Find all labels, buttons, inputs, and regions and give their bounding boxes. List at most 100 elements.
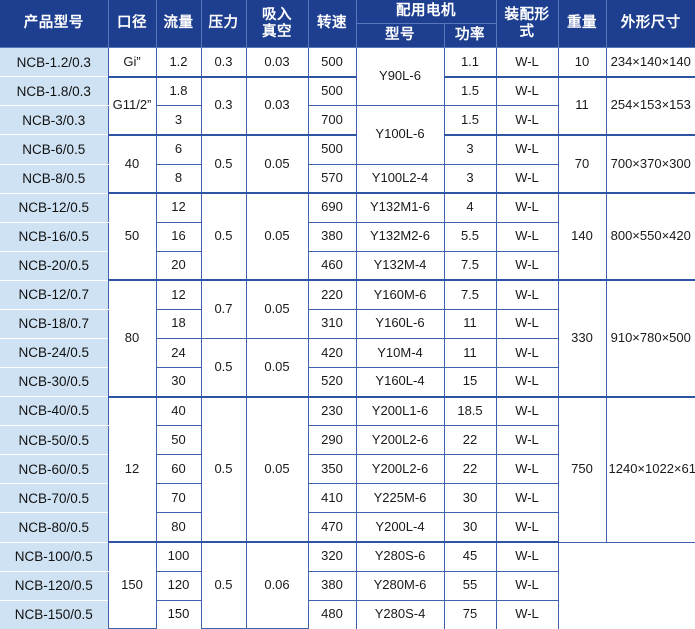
cell-assembly-type: W-L	[495, 367, 559, 398]
cell-pressure: 0.3	[200, 47, 247, 78]
cell-product-model: NCB-1.2/0.3	[0, 47, 109, 78]
cell-weight: 10	[557, 47, 607, 78]
cell-motor-power: 30	[443, 483, 497, 514]
cell-assembly-type: W-L	[495, 541, 559, 572]
cell-motor-power: 22	[443, 425, 497, 456]
cell-flow: 12	[155, 192, 202, 223]
column-header-weight: 重量	[557, 0, 607, 49]
cell-product-model: NCB-60/0.5	[0, 454, 109, 485]
cell-motor-model: Y100L-6	[355, 105, 445, 165]
column-header-flow: 流量	[155, 0, 202, 49]
cell-product-model: NCB-3/0.3	[0, 105, 109, 136]
cell-speed: 310	[307, 308, 357, 340]
cell-weight: 140	[557, 192, 607, 281]
cell-assembly-type: W-L	[495, 454, 559, 485]
table-row: NCB-50/0.5 50 290 Y200L2-6 22 W-L	[0, 425, 695, 456]
cell-motor-model: Y200L1-6	[355, 395, 445, 427]
cell-flow: 1.8	[155, 75, 202, 107]
cell-flow: 120	[155, 570, 202, 601]
table-row: NCB-20/0.5 20 460 Y132M-4 7.5 W-L	[0, 250, 695, 281]
cell-flow: 100	[155, 541, 202, 572]
cell-speed: 500	[307, 133, 357, 165]
cell-assembly-type: W-L	[495, 250, 559, 281]
cell-pressure: 0.5	[200, 192, 247, 281]
cell-assembly-type: W-L	[495, 337, 559, 369]
table-row: NCB-30/0.5 30 520 Y160L-4 15 W-L	[0, 367, 695, 398]
cell-vacuum: 0.05	[245, 133, 309, 194]
cell-motor-power: 3	[443, 163, 497, 194]
cell-bore: 80	[107, 279, 157, 398]
cell-motor-model: Y160L-4	[355, 367, 445, 398]
cell-assembly-type: W-L	[495, 483, 559, 514]
column-header-assembly: 装配形式	[495, 0, 559, 49]
header-row-primary: 产品型号 口径 流量 压力 吸入 真空 转速 配用电机 装配形式 重量 外形尺寸	[0, 0, 695, 49]
cell-vacuum: 0.03	[245, 75, 309, 136]
table-row: NCB-8/0.5 8 570 Y100L2-4 3 W-L	[0, 163, 695, 194]
cell-assembly-type: W-L	[495, 570, 559, 601]
cell-dimensions: 254×153×153	[605, 75, 695, 136]
cell-speed: 500	[307, 75, 357, 107]
cell-motor-power: 4	[443, 192, 497, 223]
cell-product-model: NCB-24/0.5	[0, 337, 109, 369]
cell-assembly-type: W-L	[495, 133, 559, 165]
cell-vacuum: 0.06	[245, 541, 309, 629]
cell-assembly-type: W-L	[495, 425, 559, 456]
cell-dimensions: 700×370×300	[605, 133, 695, 194]
table-row: NCB-6/0.5 40 6 0.5 0.05 500 3 W-L 70 700×370×300	[0, 133, 695, 194]
cell-motor-model: Y132M-4	[355, 250, 445, 281]
cell-product-model: NCB-16/0.5	[0, 221, 109, 252]
cell-motor-model: Y280S-4	[355, 599, 445, 629]
cell-motor-model: Y160L-6	[355, 308, 445, 340]
cell-motor-power: 7.5	[443, 279, 497, 310]
cell-assembly-type: W-L	[495, 163, 559, 194]
cell-motor-model: Y132M1-6	[355, 192, 445, 223]
cell-motor-model: Y280S-6	[355, 541, 445, 572]
cell-pressure: 0.5	[200, 541, 247, 629]
cell-speed: 480	[307, 599, 357, 629]
cell-motor-model: Y132M2-6	[355, 221, 445, 252]
cell-flow: 6	[155, 133, 202, 165]
cell-flow: 50	[155, 425, 202, 456]
table-row: NCB-24/0.5 24 0.5 0.05 420 Y10M-4 11 W-L	[0, 337, 695, 398]
column-header-speed: 转速	[307, 0, 357, 49]
cell-motor-power: 55	[443, 570, 497, 601]
cell-motor-power: 11	[443, 337, 497, 369]
cell-motor-model: Y225M-6	[355, 483, 445, 514]
cell-assembly-type: W-L	[495, 105, 559, 136]
cell-motor-model: Y200L-4	[355, 512, 445, 543]
table-row: NCB-100/0.5 150 100 0.5 0.06 320 Y280S-6 45 W-L	[0, 541, 695, 629]
column-header-motor-power: 功率	[443, 23, 497, 49]
cell-product-model: NCB-30/0.5	[0, 367, 109, 398]
cell-bore: 150	[107, 541, 157, 629]
cell-vacuum: 0.05	[245, 337, 309, 398]
cell-vacuum: 0.03	[245, 47, 309, 78]
cell-speed: 290	[307, 425, 357, 456]
cell-flow: 8	[155, 163, 202, 194]
cell-assembly-type: W-L	[495, 512, 559, 543]
cell-motor-power: 3	[443, 133, 497, 165]
cell-vacuum: 0.05	[245, 192, 309, 281]
cell-flow: 70	[155, 483, 202, 514]
cell-flow: 20	[155, 250, 202, 281]
cell-motor-power: 11	[443, 308, 497, 340]
cell-product-model: NCB-8/0.5	[0, 163, 109, 194]
table-row: NCB-16/0.5 16 380 Y132M2-6 5.5 W-L	[0, 221, 695, 252]
cell-product-model: NCB-80/0.5	[0, 512, 109, 543]
cell-product-model: NCB-50/0.5	[0, 425, 109, 456]
cell-bore: G11/2”	[107, 75, 157, 136]
cell-flow: 150	[155, 599, 202, 629]
cell-vacuum: 0.05	[245, 395, 309, 543]
cell-assembly-type: W-L	[495, 308, 559, 340]
cell-speed: 500	[307, 47, 357, 78]
cell-pressure: 0.5	[200, 395, 247, 543]
cell-assembly-type: W-L	[495, 395, 559, 427]
cell-speed: 420	[307, 337, 357, 369]
cell-speed: 380	[307, 221, 357, 252]
cell-motor-model: Y100L2-4	[355, 163, 445, 194]
cell-weight: 70	[557, 133, 607, 194]
cell-speed: 410	[307, 483, 357, 514]
cell-product-model: NCB-100/0.5	[0, 541, 109, 572]
cell-speed: 460	[307, 250, 357, 281]
cell-motor-power: 22	[443, 454, 497, 485]
